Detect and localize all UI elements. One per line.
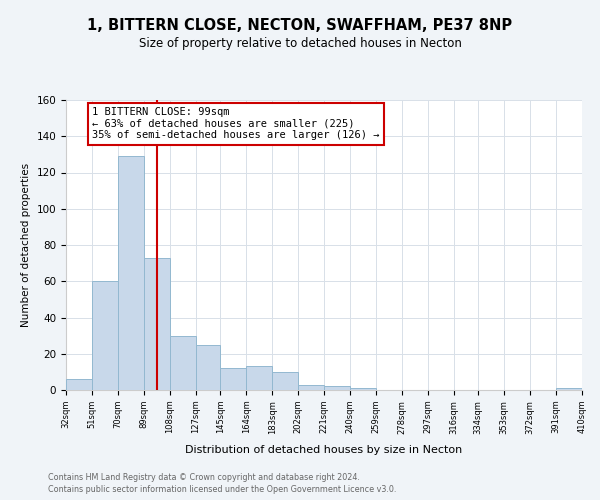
- Text: Contains public sector information licensed under the Open Government Licence v3: Contains public sector information licen…: [48, 485, 397, 494]
- Bar: [66, 379, 92, 390]
- Bar: [118, 156, 144, 390]
- Bar: [196, 344, 220, 390]
- Bar: [324, 386, 350, 390]
- Bar: [350, 388, 376, 390]
- Bar: [170, 336, 196, 390]
- Bar: [298, 384, 324, 390]
- Text: Size of property relative to detached houses in Necton: Size of property relative to detached ho…: [139, 38, 461, 51]
- Bar: [220, 368, 246, 390]
- Y-axis label: Number of detached properties: Number of detached properties: [21, 163, 31, 327]
- Text: 1 BITTERN CLOSE: 99sqm
← 63% of detached houses are smaller (225)
35% of semi-de: 1 BITTERN CLOSE: 99sqm ← 63% of detached…: [92, 108, 379, 140]
- X-axis label: Distribution of detached houses by size in Necton: Distribution of detached houses by size …: [185, 444, 463, 454]
- Bar: [556, 388, 582, 390]
- Text: 1, BITTERN CLOSE, NECTON, SWAFFHAM, PE37 8NP: 1, BITTERN CLOSE, NECTON, SWAFFHAM, PE37…: [88, 18, 512, 32]
- Text: Contains HM Land Registry data © Crown copyright and database right 2024.: Contains HM Land Registry data © Crown c…: [48, 472, 360, 482]
- Bar: [272, 372, 298, 390]
- Bar: [92, 281, 118, 390]
- Bar: [246, 366, 272, 390]
- Bar: [144, 258, 170, 390]
